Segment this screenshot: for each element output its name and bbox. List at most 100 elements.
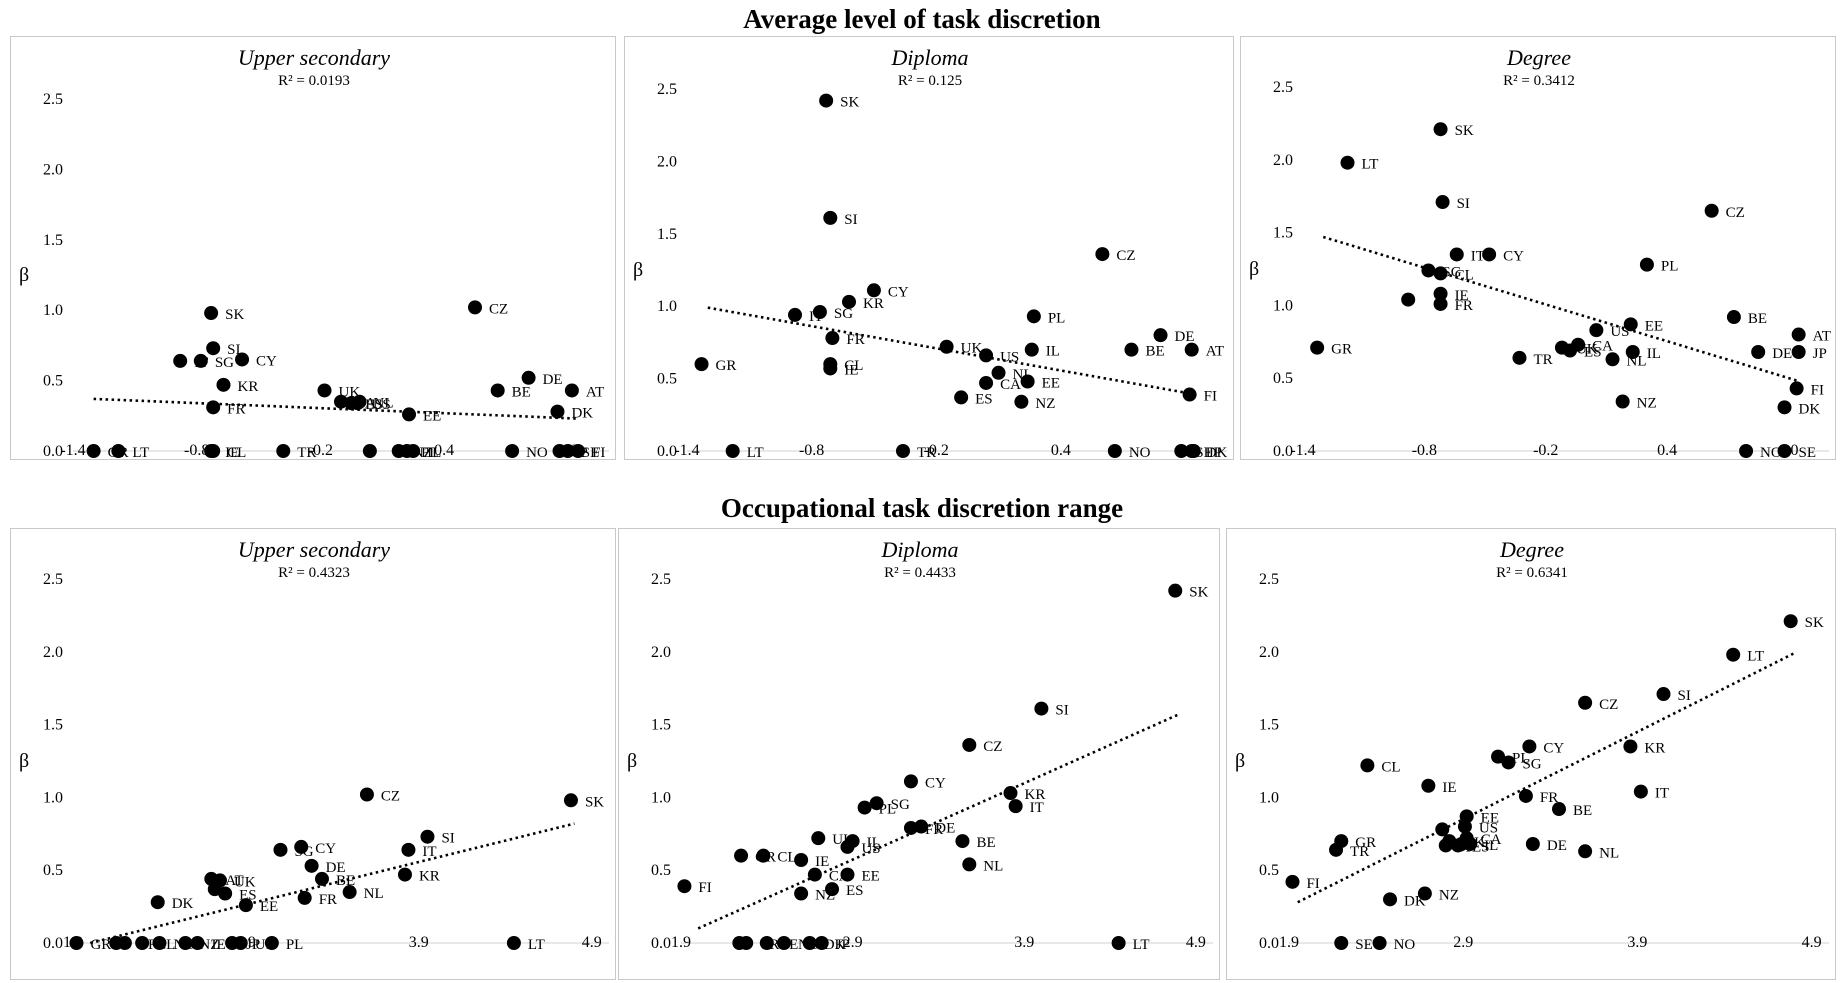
data-point (825, 882, 840, 897)
point-label: IT (1030, 800, 1044, 816)
data-point (1153, 328, 1168, 343)
chart-range-diploma-svg: Diploma R² = 0.4433 β 0.0 0.5 1.0 1.5 2.0 2.5 1.9… (627, 537, 1213, 953)
data-point (1751, 344, 1766, 359)
data-point (1704, 203, 1719, 218)
point-label: EE (260, 899, 278, 915)
point-label: JP (1208, 445, 1222, 461)
data-point (807, 867, 822, 882)
point-label: ES (1584, 345, 1602, 361)
data-point (1421, 263, 1436, 278)
data-point (962, 737, 977, 752)
data-point (1310, 340, 1325, 355)
y-tick-label: 1.5 (1259, 717, 1279, 734)
point-label: DK (824, 937, 846, 953)
data-point (1340, 155, 1355, 170)
point-label: CL (844, 358, 863, 374)
point-label: SG (891, 797, 910, 813)
point-label: FI (1204, 389, 1217, 405)
point-label: DE (1547, 838, 1567, 854)
data-point (86, 444, 101, 458)
data-point (842, 294, 856, 309)
data-point (560, 444, 575, 458)
point-label: GR (1331, 342, 1352, 358)
y-tick-label: 1.5 (651, 717, 671, 734)
point-label: SI (1678, 688, 1691, 704)
data-point (135, 936, 150, 950)
data-point (991, 365, 1006, 380)
chart-range-upper-secondary: Upper secondary R² = 0.4323 β 0.0 0.5 1.0 1.5 2… (10, 528, 616, 980)
data-point (725, 444, 740, 458)
data-point (1777, 400, 1792, 415)
point-label: DK (172, 896, 194, 912)
data-point (1605, 352, 1620, 367)
data-point (1739, 444, 1754, 458)
data-point (69, 936, 84, 950)
point-label: EE (1481, 810, 1499, 826)
point-label: SI (441, 831, 454, 847)
point-label: KR (237, 379, 258, 395)
point-label: TR (297, 445, 316, 461)
y-tick-label: 1.0 (1273, 297, 1293, 314)
r-squared-label: R² = 0.6341 (1496, 565, 1568, 581)
data-point (823, 361, 838, 376)
data-point (264, 936, 279, 950)
point-label: IT (1471, 248, 1485, 264)
data-point (206, 444, 221, 458)
data-point (1334, 936, 1349, 950)
point-label: NO (526, 445, 548, 461)
chart-title: Diploma (881, 537, 959, 562)
data-point (1578, 844, 1593, 859)
point-label: DE (326, 860, 346, 876)
point-label: FI (1811, 382, 1824, 398)
point-label: IE (1442, 780, 1456, 796)
point-label: IT (422, 844, 436, 860)
point-label: ES (846, 883, 864, 899)
point-label: IE (211, 937, 225, 953)
point-label: ES (975, 391, 993, 407)
y-tick-label: 2.0 (43, 161, 63, 178)
data-point (1020, 374, 1035, 389)
point-label: US (1610, 324, 1629, 340)
point-label: FI (1306, 876, 1319, 892)
data-point (812, 304, 827, 319)
x-tick-label: -0.2 (1533, 442, 1558, 459)
data-point (794, 886, 809, 901)
point-label: CZ (381, 788, 400, 804)
data-point (1563, 343, 1578, 358)
data-point (1435, 822, 1450, 837)
x-tick-label: 0.4 (1657, 442, 1677, 459)
data-point (178, 936, 193, 950)
y-tick-label: 0.0 (43, 443, 63, 460)
point-label: NL (1627, 353, 1647, 369)
chart-range-degree-svg: Degree R² = 0.6341 β 0.0 0.5 1.0 1.5 2.0 2.5 1.9 2… (1235, 537, 1829, 953)
data-point (1518, 788, 1533, 803)
data-point (1435, 195, 1450, 210)
chart-title: Upper secondary (238, 45, 390, 70)
x-tick-label: 2.9 (1453, 934, 1473, 951)
point-label: FR (227, 401, 245, 417)
point-label: TR (1533, 352, 1552, 368)
point-label: UK (234, 874, 256, 890)
data-point (1107, 444, 1122, 458)
point-label: PL (1661, 259, 1679, 275)
chart-avg-upper-secondary-svg: Upper secondary R² = 0.0193 β 0.0 0.5 1.0 1.5 2… (19, 45, 609, 461)
point-label: FR (846, 332, 864, 348)
y-tick-label: 2.0 (43, 644, 63, 661)
y-tick-label: 1.5 (43, 717, 63, 734)
point-label: CL (227, 445, 246, 461)
data-point (207, 882, 222, 897)
point-label: DK (571, 406, 593, 422)
data-point (939, 339, 954, 354)
data-point (794, 853, 809, 868)
point-label: EE (1645, 318, 1663, 334)
y-tick-label: 2.5 (651, 571, 671, 588)
data-point (814, 936, 829, 950)
data-point (350, 396, 365, 411)
data-point (869, 796, 884, 811)
point-label: US (1000, 349, 1019, 365)
data-point (206, 341, 221, 356)
chart-avg-degree-svg: Degree R² = 0.3412 β 0.0 0.5 1.0 1.5 2.0 2.5 -1.4… (1249, 45, 1831, 461)
point-label: BE (976, 835, 995, 851)
point-label: SI (1055, 703, 1068, 719)
y-tick-label: 1.0 (651, 789, 671, 806)
